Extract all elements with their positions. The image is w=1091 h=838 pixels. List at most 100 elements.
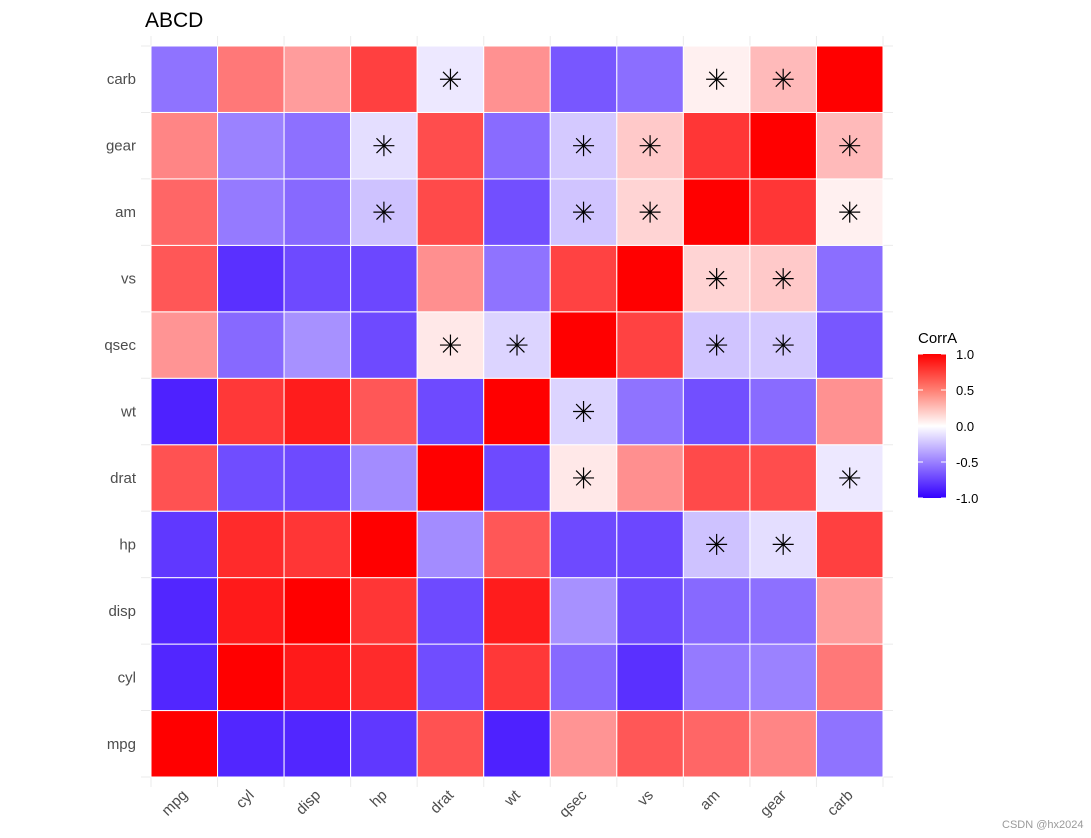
y-tick-label-qsec: qsec [104, 337, 136, 354]
significance-star-hp-gear [373, 135, 395, 157]
x-tick-label-hp: hp [367, 787, 391, 811]
heatmap-cell-carb-vs [815, 244, 884, 313]
x-tick-label-qsec: qsec [556, 786, 591, 821]
y-tick-label-vs: vs [121, 271, 136, 288]
legend-tick-label: -0.5 [956, 455, 978, 470]
heatmap-cell-disp-qsec [283, 311, 352, 379]
heatmap-cell-mpg-qsec [150, 311, 219, 379]
heatmap-cell-vs-carb [616, 45, 684, 113]
heatmap-cell-hp-cyl [350, 643, 418, 712]
heatmap-cell-vs-disp [616, 577, 684, 645]
heatmap-cell-mpg-mpg [150, 710, 219, 778]
heatmap-cell-hp-hp [350, 510, 418, 579]
heatmap-cell-disp-mpg [283, 710, 352, 778]
heatmap-cell-vs-drat [616, 444, 684, 512]
heatmap-cell-disp-gear [283, 111, 352, 180]
significance-star-gear-hp [772, 533, 794, 555]
heatmap-cell-hp-mpg [350, 710, 418, 778]
y-tick-label-hp: hp [119, 536, 136, 553]
heatmap-cell-wt-gear [483, 111, 551, 180]
heatmap-cell-qsec-qsec [549, 311, 618, 379]
y-tick-label-wt: wt [120, 404, 137, 421]
x-tick-label-disp: disp [293, 787, 324, 818]
y-tick-label-disp: disp [108, 603, 136, 620]
legend-tick-label: 0.5 [956, 383, 974, 398]
heatmap-cell-vs-wt [616, 377, 684, 446]
heatmap-cell-am-disp [682, 577, 751, 645]
heatmap-cell-am-drat [682, 444, 751, 512]
significance-star-drat-qsec [439, 334, 461, 356]
heatmap-cell-gear-disp [749, 577, 817, 645]
significance-star-gear-carb [772, 68, 794, 90]
significance-star-drat-carb [439, 68, 461, 90]
significance-stars [373, 68, 861, 555]
heatmap-cell-gear-wt [749, 377, 817, 446]
significance-star-vs-gear [639, 135, 661, 157]
significance-star-qsec-gear [573, 135, 595, 157]
significance-star-gear-vs [772, 268, 794, 290]
heatmap-cell-wt-hp [483, 510, 551, 579]
heatmap-cell-hp-wt [350, 377, 418, 446]
x-tick-label-mpg: mpg [158, 787, 191, 820]
heatmap-cell-drat-hp [416, 510, 485, 579]
heatmap-cell-qsec-vs [549, 244, 618, 313]
heatmap-cell-disp-vs [283, 244, 352, 313]
heatmap-cell-qsec-disp [549, 577, 618, 645]
significance-star-wt-qsec [506, 334, 528, 356]
heatmap-cell-hp-vs [350, 244, 418, 313]
heatmap-cell-vs-hp [616, 510, 684, 579]
significance-star-gear-qsec [772, 334, 794, 356]
heatmap-cell-qsec-cyl [549, 643, 618, 712]
heatmap-cell-mpg-gear [150, 111, 219, 180]
heatmap-cell-carb-hp [815, 510, 884, 579]
heatmap-cell-wt-am [483, 178, 551, 246]
heatmap-cell-mpg-carb [150, 45, 219, 113]
legend-ticks: 1.0 0.5 0.0 -0.5 -1.0 [918, 347, 978, 506]
heatmap-cell-gear-mpg [749, 710, 817, 778]
x-tick-label-carb: carb [824, 787, 857, 820]
significance-star-qsec-drat [573, 467, 595, 489]
heatmap-cell-wt-wt [483, 377, 551, 446]
heatmap-cell-drat-wt [416, 377, 485, 446]
legend-tick-label: 0.0 [956, 419, 974, 434]
heatmap-cell-am-mpg [682, 710, 751, 778]
heatmap-cell-gear-gear [749, 111, 817, 180]
legend-tick-label: 1.0 [956, 347, 974, 362]
significance-star-qsec-am [573, 201, 595, 223]
heatmap-cell-wt-mpg [483, 710, 551, 778]
significance-star-vs-am [639, 201, 661, 223]
heatmap-cell-am-am [682, 178, 751, 246]
y-tick-label-gear: gear [106, 138, 136, 155]
x-tick-label-drat: drat [427, 786, 458, 817]
heatmap-cell-qsec-carb [549, 45, 618, 113]
heatmap-cell-vs-qsec [616, 311, 684, 379]
heatmap-cell-mpg-drat [150, 444, 219, 512]
significance-star-am-qsec [706, 334, 728, 356]
heatmap-cell-cyl-am [217, 178, 285, 246]
legend: CorrA 1.0 0.5 0.0 -0.5 -1.0 [918, 330, 978, 506]
x-tick-label-wt: wt [500, 786, 524, 810]
significance-star-carb-gear [839, 135, 861, 157]
heatmap-cell-disp-wt [283, 377, 352, 446]
heatmap-cell-wt-drat [483, 444, 551, 512]
heatmap-cell-mpg-cyl [150, 643, 219, 712]
heatmap-cell-cyl-disp [217, 577, 285, 645]
heatmap-cell-disp-disp [283, 577, 352, 645]
heatmap-cell-cyl-drat [217, 444, 285, 512]
heatmap-cell-carb-mpg [815, 710, 884, 778]
heatmap-cell-hp-carb [350, 45, 418, 113]
legend-tick-label: -1.0 [956, 491, 978, 506]
heatmap-cell-qsec-mpg [549, 710, 618, 778]
heatmap-cell-gear-cyl [749, 643, 817, 712]
heatmap-cell-drat-cyl [416, 643, 485, 712]
heatmap-cell-mpg-hp [150, 510, 219, 579]
x-tick-label-vs: vs [634, 787, 657, 810]
heatmap-cell-drat-mpg [416, 710, 485, 778]
heatmap-cell-disp-hp [283, 510, 352, 579]
heatmap-cell-carb-cyl [815, 643, 884, 712]
significance-star-am-vs [706, 268, 728, 290]
heatmap-cell-drat-drat [416, 444, 485, 512]
y-tick-label-drat: drat [110, 470, 137, 487]
heatmap-cell-drat-gear [416, 111, 485, 180]
